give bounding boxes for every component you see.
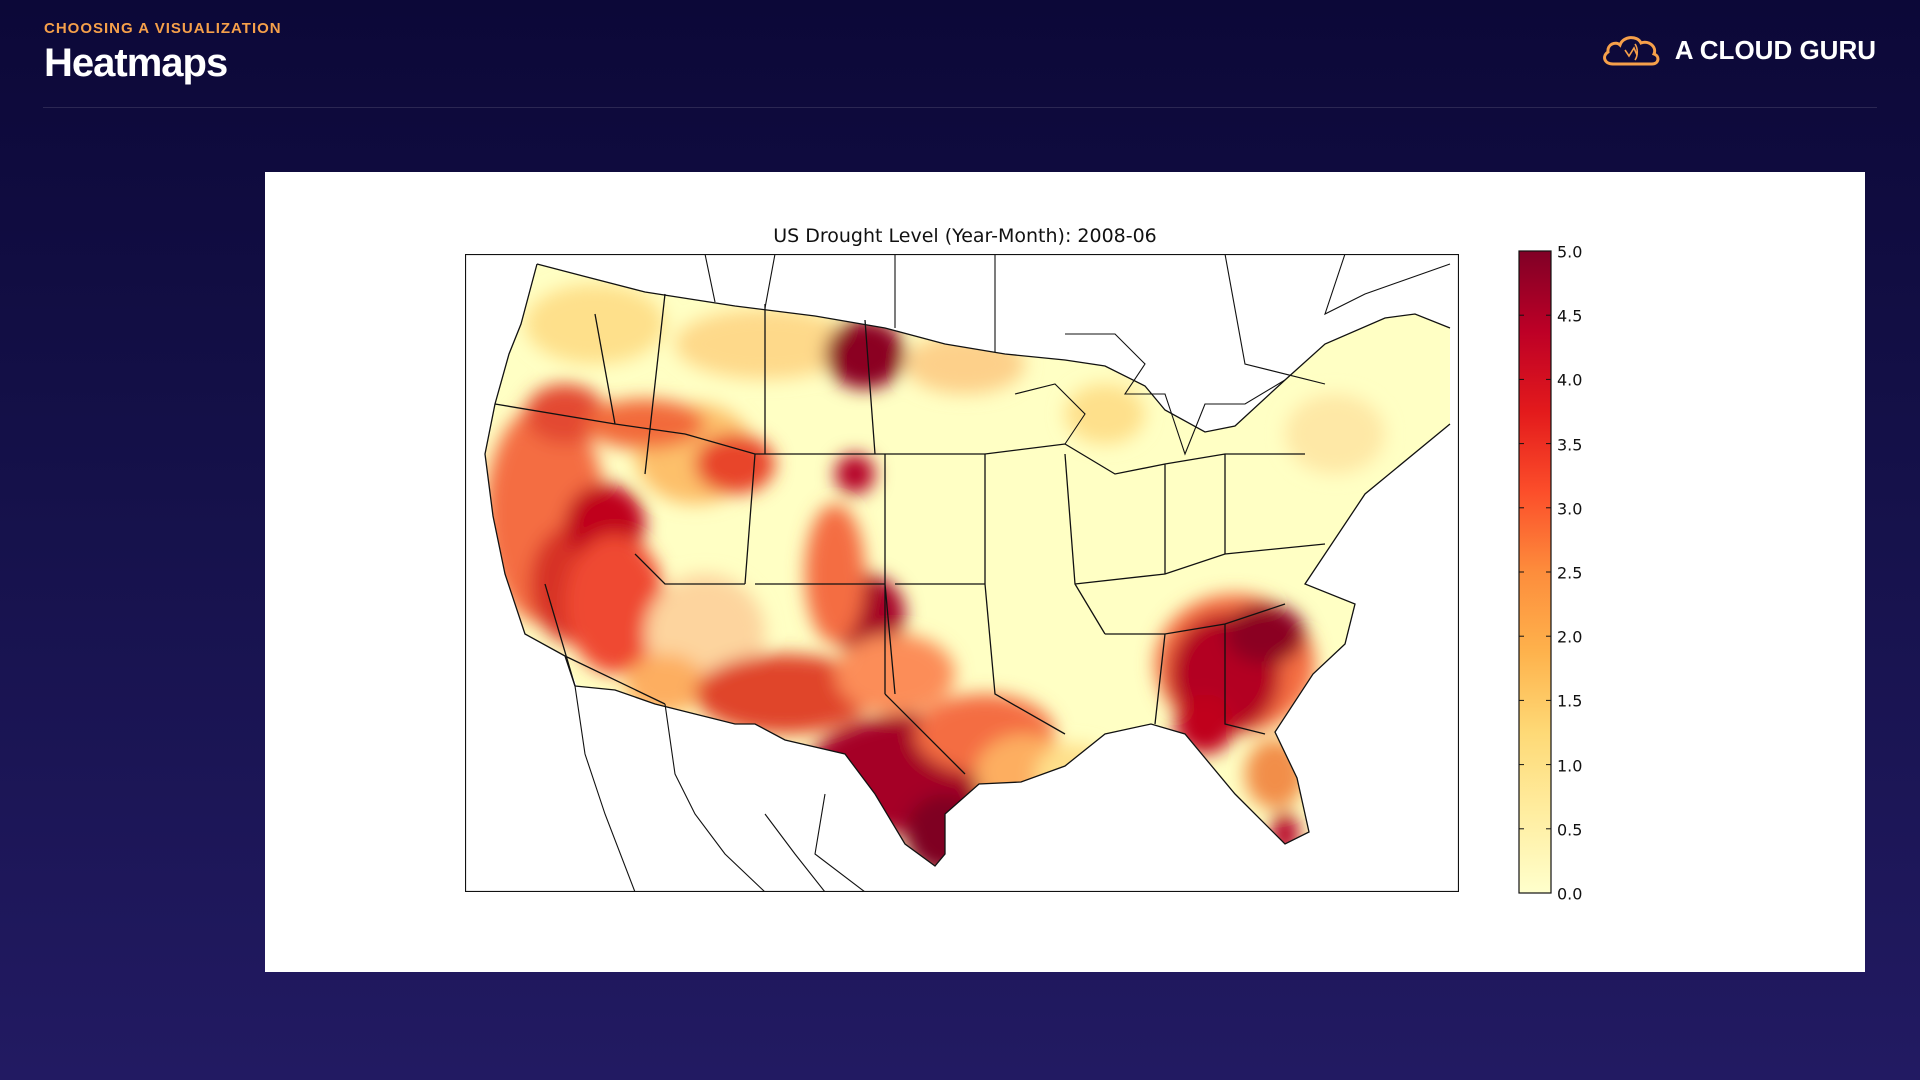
colorbar-tick-label: 5.0 bbox=[1557, 242, 1583, 262]
mexico-outline bbox=[574, 685, 866, 892]
brand-logo: A CLOUD GURU bbox=[1599, 30, 1876, 70]
chart-title: US Drought Level (Year-Month): 2008-06 bbox=[773, 225, 1157, 247]
chart-panel: US Drought Level (Year-Month): 2008-06 bbox=[265, 172, 1865, 972]
header-divider bbox=[43, 107, 1877, 108]
colorbar-gradient bbox=[1518, 250, 1552, 894]
colorbar bbox=[1518, 250, 1552, 894]
canada-outline bbox=[704, 254, 1451, 456]
colorbar-tick-label: 0.0 bbox=[1557, 884, 1583, 904]
colorbar-tick-label: 3.5 bbox=[1557, 435, 1583, 455]
cloud-logo-icon bbox=[1602, 36, 1660, 66]
colorbar-labels: 0.0 0.5 1.0 1.5 2.0 2.5 3.0 3.5 4.0 4.5 5.0 bbox=[1557, 241, 1617, 904]
colorbar-tick-label: 3.0 bbox=[1557, 499, 1583, 519]
slide-header: CHOOSING A VISUALIZATION Heatmaps bbox=[44, 20, 282, 86]
colorbar-tick-label: 0.5 bbox=[1557, 820, 1583, 840]
colorbar-tick-label: 1.5 bbox=[1557, 691, 1583, 711]
plot-frame bbox=[465, 254, 1459, 892]
slide-title: Heatmaps bbox=[44, 41, 228, 85]
drought-map bbox=[465, 254, 1459, 892]
colorbar-tick-label: 4.5 bbox=[1557, 306, 1583, 326]
colorbar-tick-label: 2.0 bbox=[1557, 627, 1583, 647]
slide-eyebrow: CHOOSING A VISUALIZATION bbox=[44, 20, 282, 37]
map-borders bbox=[484, 263, 1451, 867]
brand-name: A CLOUD GURU bbox=[1674, 34, 1876, 65]
colorbar-tick-label: 2.5 bbox=[1557, 563, 1583, 583]
colorbar-tick-label: 4.0 bbox=[1557, 370, 1583, 390]
colorbar-tick-label: 1.0 bbox=[1557, 756, 1583, 776]
